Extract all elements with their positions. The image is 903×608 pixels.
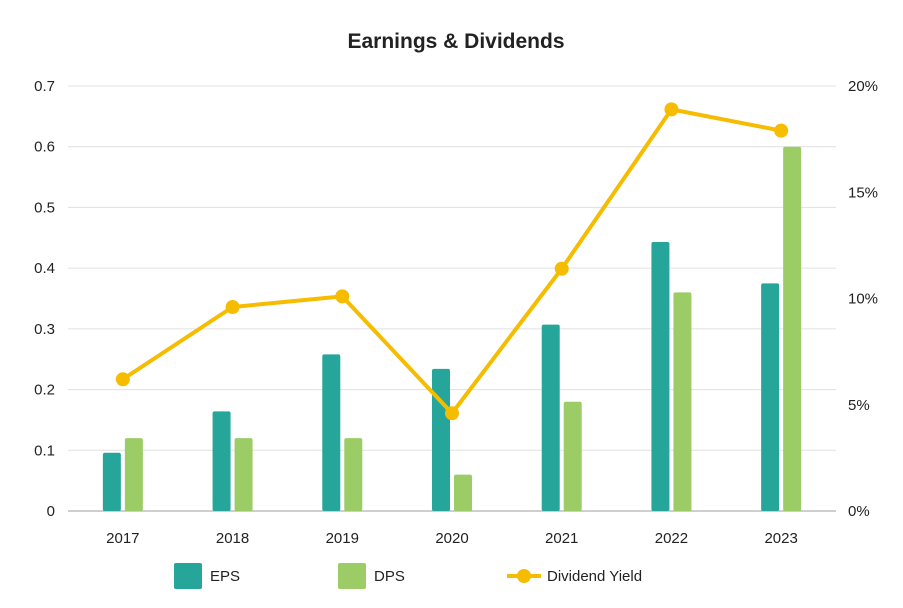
left-tick-label: 0.3 <box>34 321 55 338</box>
eps-bar-2023 <box>761 283 780 511</box>
left-tick-label: 0 <box>47 503 55 520</box>
left-tick-label: 0.7 <box>34 78 55 95</box>
dividend-yield-point-2017 <box>115 372 130 387</box>
gridlines <box>68 85 836 512</box>
left-tick-label: 0.4 <box>34 260 55 277</box>
dps-bar-2018 <box>234 438 253 511</box>
eps-bar-2022 <box>651 242 670 512</box>
dividend-yield-point-2018 <box>225 300 240 314</box>
right-tick-label: 10% <box>848 291 878 308</box>
chart-title: Earnings & Dividends <box>347 30 564 53</box>
left-tick-label: 0.6 <box>34 139 55 156</box>
eps-bar-2021 <box>541 324 560 511</box>
eps-bar-2019 <box>322 354 341 511</box>
eps-bar-2017 <box>102 452 121 511</box>
eps-bar-2018 <box>212 411 231 511</box>
x-tick-label: 2018 <box>216 530 249 547</box>
dividend-yield-point-2023 <box>774 123 789 138</box>
dividend-yield-point-2022 <box>664 102 679 117</box>
dividend-yield-legend-marker <box>517 569 531 583</box>
right-tick-label: 5% <box>848 397 870 414</box>
legend-label: Dividend Yield <box>547 568 642 585</box>
x-tick-label: 2022 <box>655 530 688 547</box>
x-tick-label: 2017 <box>106 530 139 547</box>
x-tick-label: 2023 <box>764 530 797 547</box>
left-tick-label: 0.5 <box>34 199 55 216</box>
dps-bar-2023 <box>783 146 802 511</box>
legend: EPS DPS Dividend Yield <box>174 563 642 589</box>
left-axis-ticks: 0 0.1 0.2 0.3 0.4 0.5 0.6 0.7 <box>34 78 55 520</box>
right-axis-ticks: 0% 5% 10% 15% 20% <box>848 78 878 520</box>
right-tick-label: 0% <box>848 503 870 520</box>
dps-legend-swatch <box>338 563 366 589</box>
eps-legend-swatch <box>174 563 202 589</box>
right-tick-label: 20% <box>848 78 878 95</box>
left-tick-label: 0.2 <box>34 382 55 399</box>
dps-bar-2021 <box>563 401 582 511</box>
dps-bar-2022 <box>673 292 692 511</box>
dividend-yield-point-2019 <box>335 289 350 304</box>
x-axis-ticks: 2017 2018 2019 2020 2021 2022 2023 <box>106 530 798 547</box>
left-tick-label: 0.1 <box>34 442 55 459</box>
x-tick-label: 2020 <box>435 530 468 547</box>
legend-label: DPS <box>374 568 405 585</box>
dividend-yield-point-2020 <box>445 406 459 421</box>
x-tick-label: 2019 <box>326 530 359 547</box>
right-tick-label: 15% <box>848 184 878 201</box>
bars-group <box>102 146 802 512</box>
dps-bar-2019 <box>344 438 363 511</box>
dividend-yield-line-group <box>115 102 789 421</box>
dps-bar-2017 <box>124 438 143 511</box>
legend-label: EPS <box>210 568 240 585</box>
eps-bar-2020 <box>432 368 450 511</box>
dps-bar-2020 <box>454 474 472 511</box>
dividend-yield-point-2021 <box>554 261 569 276</box>
x-tick-label: 2021 <box>545 530 578 547</box>
